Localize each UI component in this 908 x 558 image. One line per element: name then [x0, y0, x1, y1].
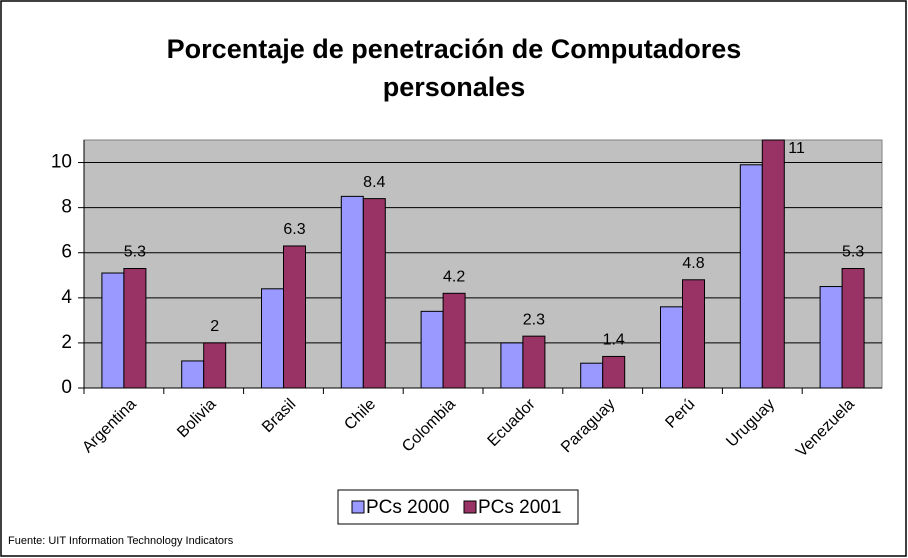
bar [362, 198, 386, 389]
bar [500, 342, 524, 389]
bar [181, 360, 205, 389]
data-label: 5.3 [842, 244, 864, 261]
data-label: 11 [788, 140, 805, 157]
y-tick-label: 8 [61, 197, 72, 218]
data-label: 4.2 [443, 269, 465, 286]
bar [203, 342, 227, 389]
legend-swatch [351, 500, 365, 514]
bar [340, 195, 364, 389]
data-label: 5.3 [124, 244, 146, 261]
legend-box [337, 489, 579, 525]
bar [739, 164, 763, 389]
bar [283, 245, 306, 389]
bar [522, 335, 546, 389]
y-tick-label: 0 [61, 377, 72, 398]
bar [101, 272, 125, 389]
legend-swatch [463, 500, 477, 514]
bar [660, 306, 683, 389]
bar [123, 268, 147, 389]
y-tick-label: 2 [61, 332, 72, 353]
bar [841, 268, 865, 389]
y-tick-label: 10 [51, 152, 72, 173]
data-label: 2 [210, 318, 219, 335]
bar [682, 279, 705, 389]
data-label: 4.8 [682, 255, 704, 272]
data-label: 2.3 [523, 311, 545, 328]
bar [819, 286, 843, 389]
chart-title: Porcentaje de penetración de Computadore… [166, 34, 742, 102]
bar [580, 362, 604, 389]
bar [442, 292, 466, 389]
bar [602, 355, 626, 389]
data-label: 6.3 [283, 221, 305, 238]
bar [761, 139, 785, 389]
data-label: 1.4 [603, 332, 625, 349]
y-tick-label: 4 [61, 287, 72, 308]
data-label: 8.4 [363, 174, 385, 191]
legend-label: PCs 2000 [366, 497, 449, 518]
legend-label: PCs 2001 [478, 497, 561, 518]
source-note: Fuente: UIT Information Technology Indic… [8, 535, 234, 547]
y-tick-label: 6 [61, 242, 72, 263]
bar [420, 310, 444, 389]
bar [261, 288, 284, 389]
